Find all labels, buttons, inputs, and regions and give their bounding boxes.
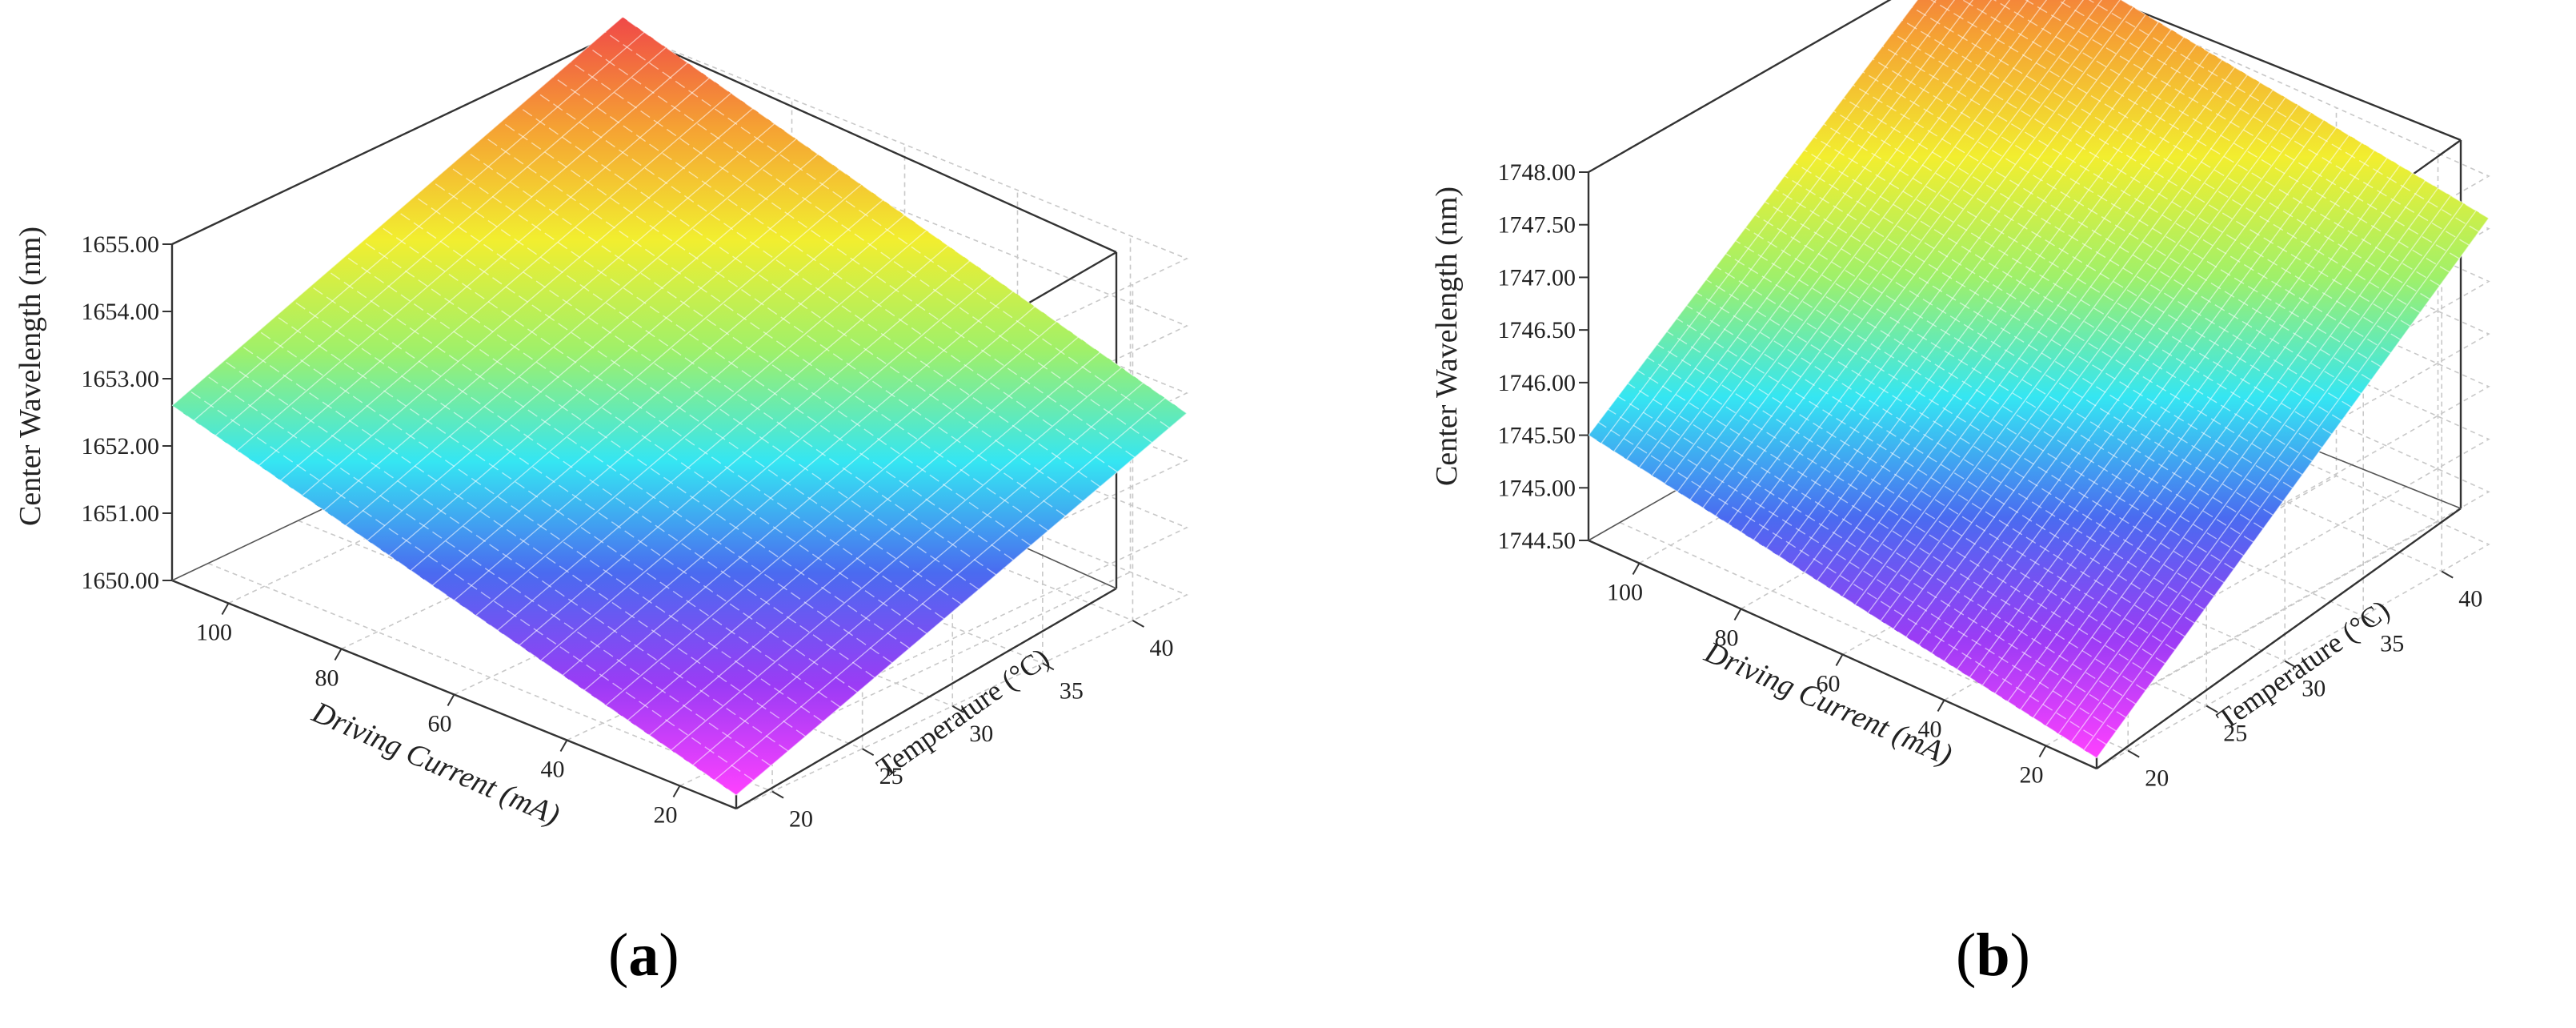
x-tick-label: 40 — [541, 757, 565, 783]
y-tick-label: 20 — [789, 806, 813, 833]
panel-label-a: (a) — [608, 922, 679, 989]
z-tick-label: 1746.50 — [1498, 317, 1576, 343]
x-tick-label: 80 — [1715, 625, 1739, 652]
surface — [1588, 0, 2490, 759]
panel-label-b: (b) — [1956, 922, 2030, 989]
y-tick-label: 40 — [2458, 586, 2482, 612]
y-tick-label: 30 — [969, 721, 993, 747]
x-tick-label: 100 — [1607, 580, 1643, 606]
z-tick-label: 1747.50 — [1498, 212, 1576, 239]
z-tick-label: 1745.50 — [1498, 423, 1576, 449]
surface-mesh — [171, 16, 1188, 796]
z-tick-label: 1745.00 — [1498, 475, 1576, 501]
y-axis-label: Temperature (°C) — [2211, 593, 2395, 736]
z-tick-label: 1650.00 — [82, 568, 160, 594]
y-tick-label: 35 — [1060, 677, 1084, 704]
y-tick-label: 25 — [879, 763, 903, 789]
z-tick-label: 1655.00 — [82, 231, 160, 258]
z-tick-label: 1746.00 — [1498, 370, 1576, 396]
y-tick-label: 40 — [1149, 635, 1173, 661]
x-tick-label: 20 — [654, 802, 678, 829]
y-tick-label: 20 — [2145, 765, 2169, 792]
surface-fill — [172, 17, 1187, 796]
z-tick-label: 1652.00 — [82, 433, 160, 460]
surface-fill — [1588, 0, 2489, 758]
y-tick-label: 25 — [2223, 721, 2247, 747]
z-axis-label: Center Wavelength (nm) — [14, 227, 47, 526]
z-tick-label: 1651.00 — [82, 500, 160, 527]
x-axis-label: Driving Current (mA) — [1699, 635, 1957, 772]
x-tick-label: 20 — [2020, 762, 2044, 789]
z-axis-label: Center Wavelength (nm) — [1430, 187, 1464, 486]
x-tick-label: 60 — [1817, 671, 1841, 697]
x-tick-label: 100 — [196, 620, 232, 646]
surface-plot-b: 1744.50 1745.00 1745.50 1746.00 1746.50 1747.… — [1430, 0, 2490, 792]
z-tick-label: 1747.00 — [1498, 264, 1576, 291]
y-tick-label: 30 — [2302, 676, 2326, 702]
x-tick-label: 40 — [1918, 717, 1942, 743]
y-axis-label: Temperature (°C) — [871, 641, 1055, 784]
z-tick-label: 1748.00 — [1498, 159, 1576, 186]
y-tick-label: 35 — [2380, 631, 2404, 657]
surface-mesh — [1588, 0, 2490, 759]
z-tick-label: 1654.00 — [82, 299, 160, 325]
z-tick-label: 1653.00 — [82, 366, 160, 392]
x-tick-label: 80 — [315, 665, 339, 692]
surface — [171, 16, 1188, 796]
z-tick-label: 1744.50 — [1498, 528, 1576, 554]
surface-plot-a: 1650.00 1651.00 1652.00 1653.00 1654.00 1655.… — [14, 16, 1188, 833]
x-tick-label: 60 — [428, 711, 452, 737]
